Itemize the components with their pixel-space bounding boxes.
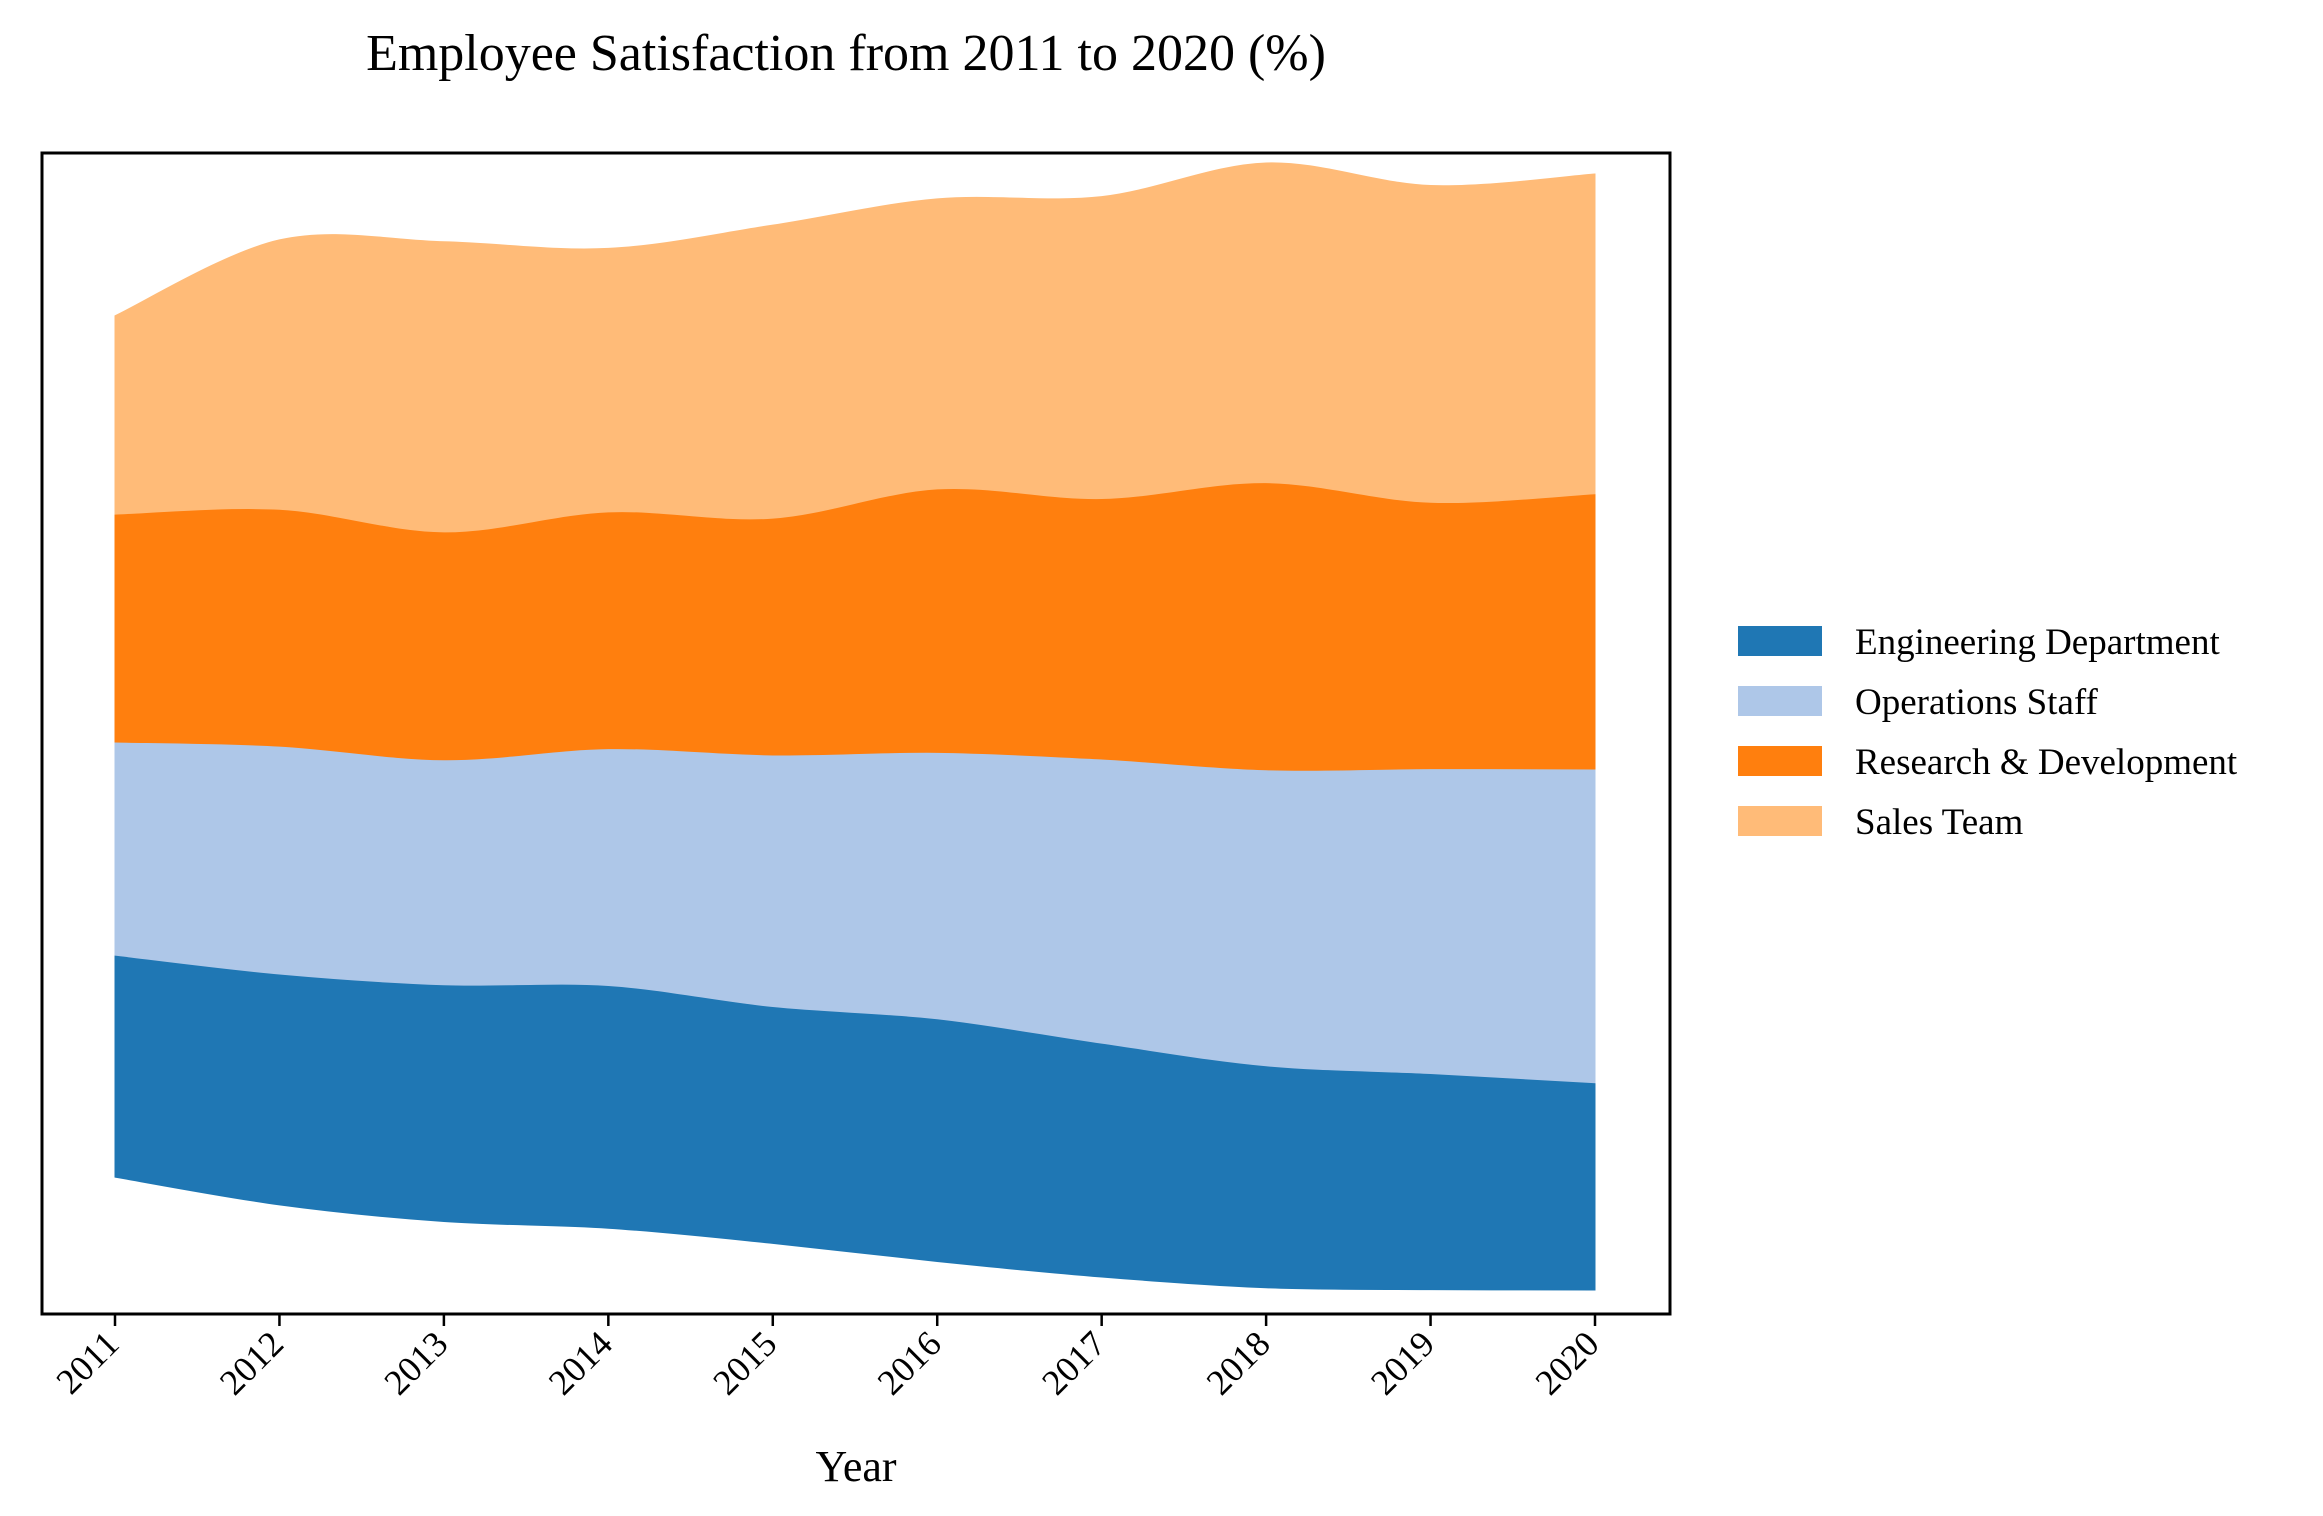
legend-swatch (1738, 746, 1822, 776)
x-axis: 2011 2012 2013 2014 2015 2016 2017 2018 2019 2020 (48, 1314, 1607, 1403)
x-tick-label: 2013 (376, 1323, 455, 1402)
legend-swatch (1738, 686, 1822, 716)
legend-swatch (1738, 626, 1822, 656)
x-tick-label: 2015 (705, 1323, 784, 1402)
x-tick-label: 2014 (541, 1323, 620, 1402)
legend-swatch (1738, 806, 1822, 836)
stream-layer-sales-team (114, 162, 1596, 533)
x-tick-label: 2018 (1199, 1323, 1278, 1402)
legend-label: Engineering Department (1855, 622, 2220, 663)
x-tick-label: 2016 (870, 1323, 949, 1402)
x-tick-label: 2012 (212, 1323, 291, 1402)
legend: Engineering Department Operations Staff Re… (1738, 622, 2238, 843)
axes-frame (40, 151, 1672, 1316)
x-tick-label: 2011 (48, 1323, 126, 1401)
plot-area (114, 162, 1596, 1291)
x-axis-label: Year (815, 1442, 896, 1491)
x-tick-label: 2019 (1363, 1323, 1442, 1402)
x-tick-label: 2017 (1034, 1323, 1113, 1402)
x-tick-label: 2020 (1527, 1323, 1606, 1402)
chart-title: Employee Satisfaction from 2011 to 2020 … (366, 25, 1326, 82)
legend-label: Sales Team (1855, 802, 2024, 843)
legend-label: Operations Staff (1855, 682, 2099, 723)
stream-layer-research-development (114, 482, 1596, 771)
legend-label: Research & Development (1855, 742, 2238, 783)
